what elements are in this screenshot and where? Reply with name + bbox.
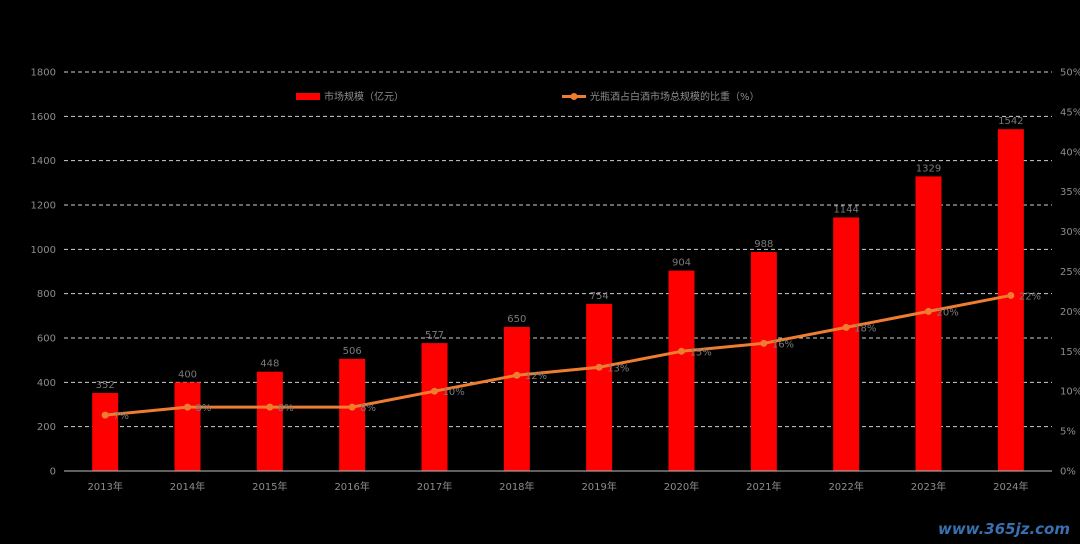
line-point <box>266 403 274 411</box>
y-right-tick-label: 10% <box>1060 387 1080 398</box>
left-axis: 0 200 400 600 800 1000 1200 1400 1600 1800 <box>31 68 56 478</box>
line-value-label: 8% <box>360 403 376 414</box>
y-right-tick-label: 40% <box>1060 147 1080 158</box>
y-right-tick-label: 0% <box>1060 467 1076 478</box>
legend-bar-swatch <box>296 93 320 100</box>
line-value-label: 13% <box>607 363 629 374</box>
y-right-tick-label: 20% <box>1060 307 1080 318</box>
bar-value-label: 506 <box>343 346 362 357</box>
bar <box>503 326 530 471</box>
bar <box>915 176 942 471</box>
bar-value-label: 577 <box>425 330 444 341</box>
bar-series <box>92 129 1024 471</box>
bar-value-label: 904 <box>672 258 691 269</box>
line-point <box>678 347 685 355</box>
line-value-label: 10% <box>443 387 465 398</box>
x-tick-label: 2013年 <box>87 480 122 493</box>
legend: 市场规模（亿元） 光瓶酒占白酒市场总规模的比重（%） <box>296 90 760 103</box>
line-path <box>105 293 1012 417</box>
bar-value-label: 1329 <box>916 163 941 174</box>
bar-value-label: 1144 <box>833 204 858 215</box>
y-right-tick-label: 15% <box>1060 347 1080 358</box>
x-tick-label: 2014年 <box>170 480 205 493</box>
x-tick-label: 2023年 <box>911 480 946 493</box>
line-value-label: 22% <box>1019 291 1041 302</box>
gridlines <box>64 71 1052 428</box>
y-right-tick-label: 30% <box>1060 227 1080 238</box>
bar-value-label: 1542 <box>998 116 1023 127</box>
y-left-tick-label: 1200 <box>31 201 56 212</box>
y-left-tick-label: 1400 <box>31 156 56 167</box>
line-value-label: 8% <box>196 403 212 414</box>
x-tick-label: 2021年 <box>746 480 781 493</box>
line-value-label: 7% <box>113 411 129 422</box>
line-value-label: 8% <box>278 403 294 414</box>
y-left-tick-label: 1800 <box>31 68 56 79</box>
bar-value-label: 754 <box>590 291 609 302</box>
bar <box>668 270 695 471</box>
y-right-tick-label: 25% <box>1060 267 1080 278</box>
legend-line-label: 光瓶酒占白酒市场总规模的比重（%） <box>590 90 760 103</box>
bar <box>256 371 283 471</box>
bar <box>586 303 613 471</box>
line-value-label: 15% <box>690 347 712 358</box>
line-value-label: 12% <box>525 371 547 382</box>
line-value-label: 20% <box>937 307 959 318</box>
bar-value-label: 988 <box>754 239 773 250</box>
line-value-label: 18% <box>854 323 876 334</box>
line-point <box>595 363 603 371</box>
y-left-tick-label: 200 <box>37 422 56 433</box>
line-point <box>431 387 438 395</box>
x-tick-label: 2016年 <box>334 480 369 493</box>
bar <box>421 343 448 471</box>
y-right-tick-label: 35% <box>1060 187 1080 198</box>
bar-labels: 352 400 448 506 577 650 754 904 988 1144 1329 1542 <box>96 116 1024 391</box>
y-right-tick-label: 5% <box>1060 427 1076 438</box>
bar <box>174 382 201 471</box>
right-axis: 0% 5% 10% 15% 20% 25% 30% 35% 40% 45% 50% <box>1060 68 1080 478</box>
y-left-tick-label: 0 <box>50 467 56 478</box>
line-point <box>513 371 521 379</box>
legend-bar-label: 市场规模（亿元） <box>324 90 404 103</box>
line-point <box>184 403 191 411</box>
x-tick-label: 2015年 <box>252 480 287 493</box>
x-tick-label: 2024年 <box>993 480 1028 493</box>
y-left-tick-label: 1000 <box>31 245 56 256</box>
line-point <box>348 403 356 411</box>
x-tick-label: 2019年 <box>581 480 616 493</box>
bar <box>750 251 777 471</box>
line-point <box>101 411 109 419</box>
line-series: 7% 8% 8% 8% 10% 12% 13% 15% 16% 18% 20% 22% <box>101 291 1041 422</box>
line-point <box>925 307 932 315</box>
y-right-tick-label: 45% <box>1060 107 1080 118</box>
bar <box>339 358 366 471</box>
y-left-tick-label: 1600 <box>31 112 56 123</box>
watermark: www.365jz.com <box>937 520 1070 538</box>
x-axis: 2013年 2014年 2015年 2016年 2017年 2018年 2019年 2020年… <box>64 470 1052 493</box>
bar-value-label: 448 <box>260 359 279 370</box>
y-left-tick-label: 400 <box>37 378 56 389</box>
bar-value-label: 352 <box>96 380 115 391</box>
bar-value-label: 400 <box>178 369 197 380</box>
x-tick-label: 2018年 <box>499 480 534 493</box>
bar-value-label: 650 <box>507 314 526 325</box>
x-tick-label: 2017年 <box>417 480 452 493</box>
bar <box>997 129 1024 471</box>
line-value-label: 16% <box>772 339 794 350</box>
bar <box>833 217 860 471</box>
x-tick-label: 2022年 <box>828 480 863 493</box>
y-left-tick-label: 600 <box>37 334 56 345</box>
y-left-tick-label: 800 <box>37 289 56 300</box>
line-point <box>1007 291 1015 299</box>
legend-line-marker <box>570 93 578 100</box>
bar <box>92 392 119 471</box>
line-point <box>842 323 850 331</box>
y-right-tick-label: 50% <box>1060 68 1080 79</box>
x-tick-label: 2020年 <box>664 480 699 493</box>
line-point <box>760 339 768 347</box>
